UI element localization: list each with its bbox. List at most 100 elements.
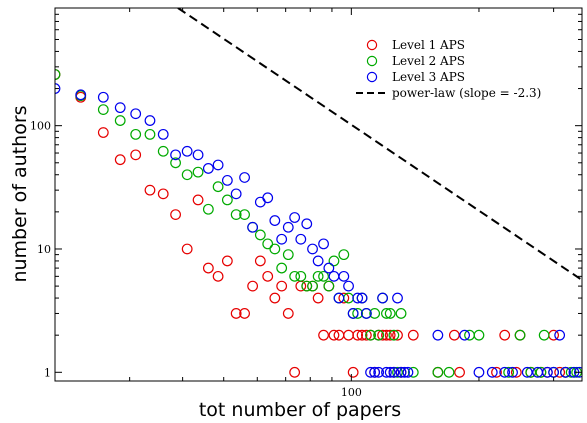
data-point [181,243,193,255]
data-point [388,329,400,341]
data-point [170,157,181,169]
data-point [473,329,485,341]
data-point [282,308,294,319]
data-point [384,329,396,341]
data-point [548,366,560,378]
data-point [381,329,392,341]
data-point [312,270,324,282]
data-point [395,366,407,378]
data-point [499,366,511,378]
data-point [276,233,288,245]
data-point [538,329,550,341]
data-point [554,329,566,341]
data-point [282,221,294,233]
data-point [269,243,281,255]
data-point [269,292,281,304]
data-point [318,329,329,341]
data-point [230,188,242,200]
data-point [144,128,156,140]
data-points-layer [55,69,582,378]
data-point [221,255,233,267]
data-point [312,292,324,304]
data-point [507,366,518,378]
legend: Level 1 APS Level 2 APS Level 3 APS powe… [356,38,541,100]
data-point [338,270,350,282]
data-point [181,169,193,181]
data-point [75,89,87,101]
data-point [97,91,109,103]
data-point [510,366,522,378]
data-point [221,194,233,206]
data-point [554,366,566,378]
data-point [269,215,281,226]
data-point [407,366,419,378]
fit-line-layer [177,8,582,281]
data-point [347,308,359,319]
data-point [130,149,142,161]
y-tick-label: 100 [30,120,51,133]
data-point [384,366,396,378]
plot-frame [54,7,583,382]
data-point [230,209,242,221]
data-point [443,366,455,378]
data-point [114,102,126,114]
axis-ticks: 1 10 100 100 [30,7,582,399]
data-point [289,366,301,378]
data-point [381,308,392,319]
y-tick-label: 1 [44,366,51,379]
data-point [407,329,419,341]
data-point [328,270,340,282]
data-point [454,366,465,378]
data-point [202,203,214,215]
data-point [352,308,364,319]
data-point [212,159,224,171]
data-point [377,329,388,341]
data-point [343,329,354,341]
data-point [276,280,288,292]
data-point [514,329,526,341]
legend-marker-level3 [366,71,378,83]
data-point [295,233,307,245]
data-point [356,292,368,304]
data-point [323,262,335,274]
data-point [347,366,359,378]
data-point [318,270,329,282]
data-point [192,149,204,161]
data-point [192,166,204,178]
data-point [402,366,414,378]
data-point [352,329,364,341]
data-point [97,127,109,138]
data-point [392,292,403,304]
data-point [239,172,250,183]
data-point [473,366,485,378]
data-point [202,262,214,274]
data-point [373,329,385,341]
data-point [541,366,553,378]
data-point [212,270,224,282]
data-point [573,366,582,378]
data-point [535,366,547,378]
data-point [239,308,250,319]
legend-label-level3: Level 3 APS [392,70,465,84]
data-point [365,366,376,378]
data-point [254,255,266,267]
data-point [157,145,169,157]
data-point [432,329,444,341]
data-point [114,115,126,126]
data-point [254,229,266,241]
data-point [503,366,515,378]
data-point [181,145,193,157]
data-point [254,196,266,208]
data-point [202,163,214,174]
data-point [323,280,335,292]
data-point [289,270,301,282]
data-point [373,366,385,378]
data-point [247,221,259,233]
data-point [369,308,381,319]
data-point [130,128,142,140]
data-point [381,366,392,378]
data-point [289,212,301,223]
legend-label-level2: Level 2 APS [392,54,465,68]
data-point [97,104,109,115]
